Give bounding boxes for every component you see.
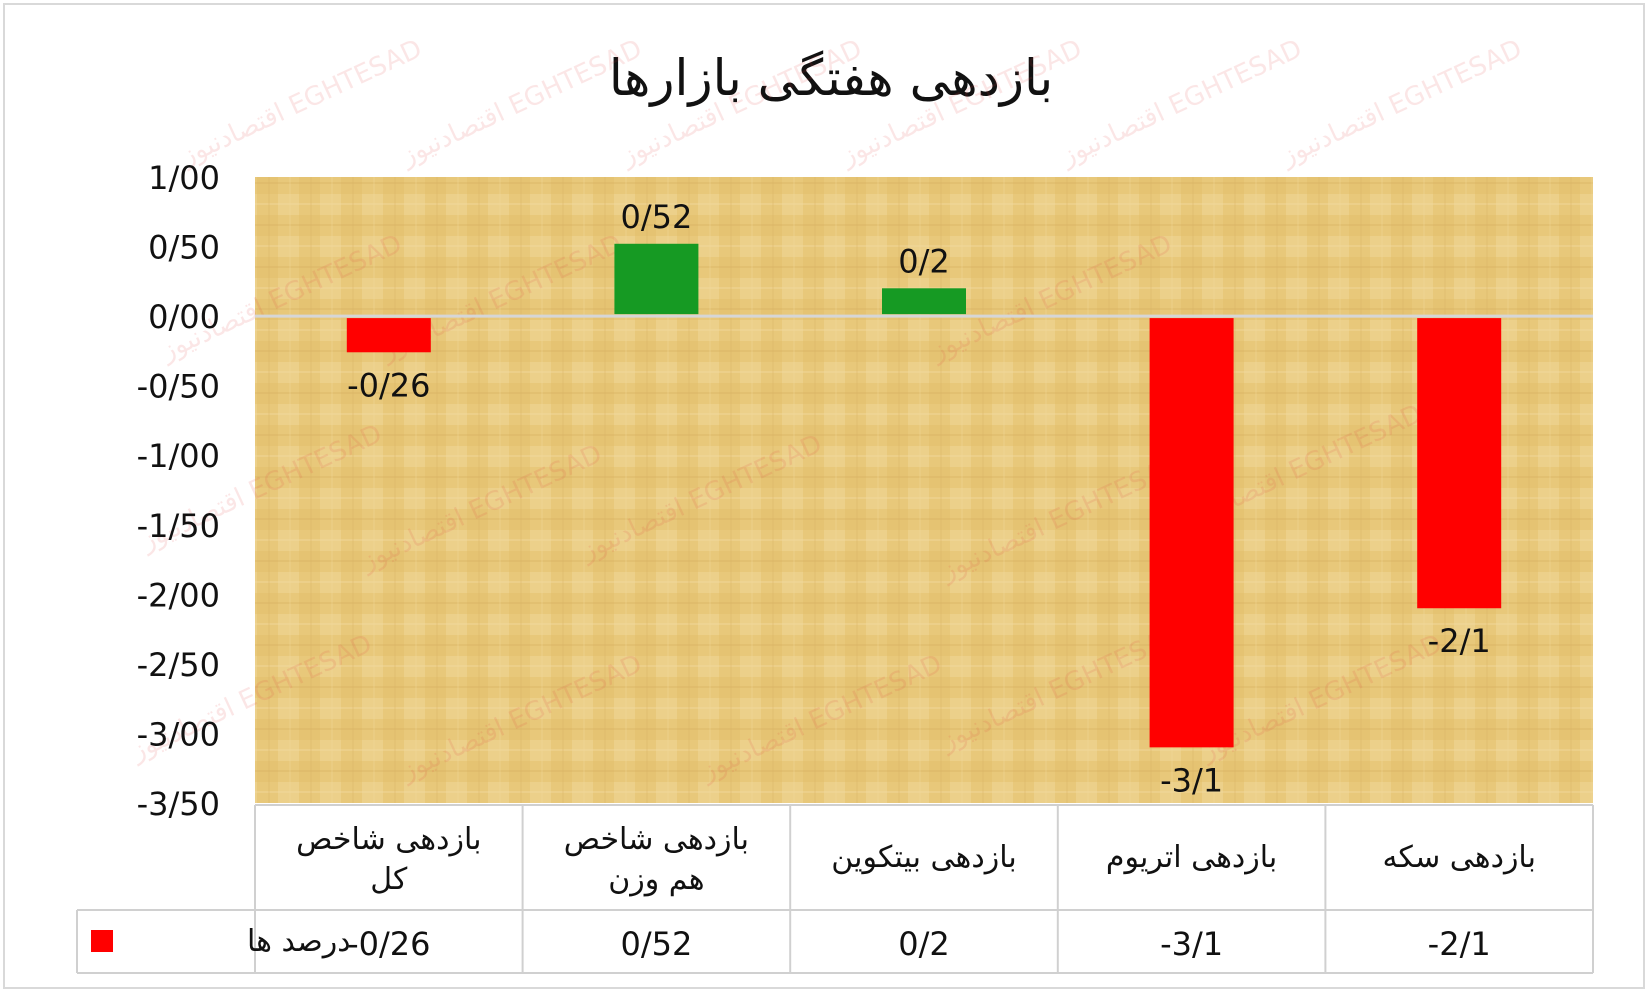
bar-value-label: -0/26: [347, 366, 430, 404]
legend-swatch: [91, 930, 113, 952]
category-label: بازدهی شاخص: [296, 822, 481, 857]
y-tick-label: -2/50: [137, 646, 220, 684]
category-label: کل: [370, 862, 408, 897]
bar-value-label: -2/1: [1428, 622, 1491, 660]
bar-value-label: 0/52: [620, 198, 692, 236]
plot-background: [255, 177, 1593, 803]
watermark-logo: اقتصادنیوز EGHTESAD: [1275, 34, 1527, 173]
bar-value-label: 0/2: [898, 242, 950, 280]
y-tick-label: 1/00: [148, 159, 220, 197]
y-tick-label: -1/50: [137, 507, 220, 545]
watermark-logo: اقتصادنیوز EGHTESAD: [175, 34, 427, 173]
bar: [882, 288, 966, 315]
y-tick-label: 0/50: [148, 229, 220, 267]
bar: [1417, 318, 1502, 609]
bar-series: [346, 243, 1502, 748]
bar-chart: بازدهی هفتگی بازارها اقتصادنیوز EGHTESAD…: [76, 34, 1594, 974]
bar: [1149, 318, 1234, 748]
legend-label: درصد ها: [247, 924, 351, 959]
category-label: بازدهی بیتکوین: [831, 840, 1016, 875]
y-tick-label: -0/50: [137, 368, 220, 406]
y-tick-label: -2/00: [137, 576, 220, 614]
bar: [346, 318, 431, 353]
category-label: بازدهی اتریوم: [1106, 840, 1277, 875]
table-value: -3/1: [1160, 925, 1223, 963]
y-tick-label: -1/00: [137, 437, 220, 475]
watermark-logo: اقتصادنیوز EGHTESAD: [1055, 34, 1307, 173]
category-label: بازدهی سکه: [1382, 840, 1536, 875]
y-tick-label: 0/00: [148, 298, 220, 336]
table-value: -0/26: [347, 925, 430, 963]
y-tick-label: -3/50: [137, 785, 220, 823]
category-label: بازدهی شاخص: [564, 822, 749, 857]
bar-value-label: -3/1: [1160, 761, 1223, 799]
data-labels: -0/26 0/52 0/2 -3/1 -2/1: [347, 198, 1491, 800]
chart-frame: بازدهی هفتگی بازارها اقتصادنیوز EGHTESAD…: [3, 3, 1645, 989]
table-value: 0/2: [898, 925, 950, 963]
y-axis: 1/00 0/50 0/00 -0/50 -1/00 -1/50 -2/00 -2/50 -3/…: [137, 159, 220, 823]
category-label: هم وزن: [608, 862, 704, 897]
table-value: 0/52: [620, 925, 692, 963]
chart-title: بازدهی هفتگی بازارها: [609, 49, 1053, 107]
table-value: -2/1: [1428, 925, 1491, 963]
data-table: بازدهی شاخص کل -0/26 بازدهی شاخص هم وزن 0/52 ب…: [76, 804, 1594, 974]
bar: [614, 243, 699, 315]
y-tick-label: -3/00: [137, 715, 220, 753]
